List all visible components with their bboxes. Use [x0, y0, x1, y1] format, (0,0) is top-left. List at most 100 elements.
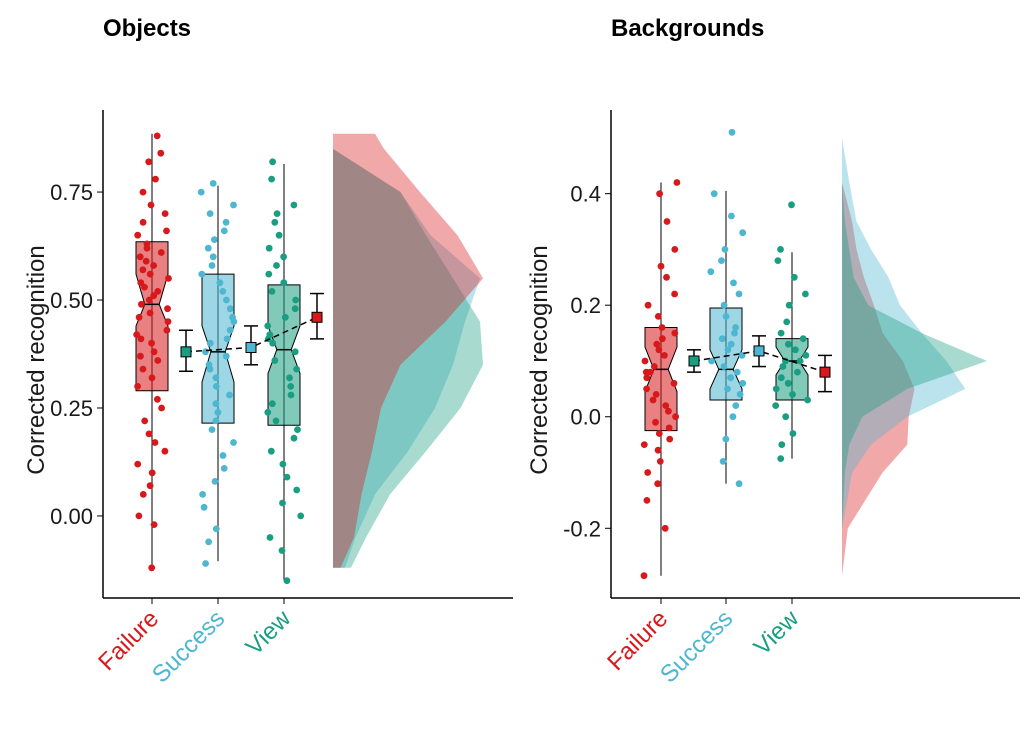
data-point	[802, 352, 810, 359]
data-point	[150, 348, 158, 356]
objects-y-axis-label: Corrected recognition	[23, 245, 50, 474]
data-point	[268, 288, 276, 295]
backgrounds-panel: Backgrounds Corrected recognition -0.2 0.…	[526, 15, 1020, 688]
box-view	[267, 163, 301, 581]
data-point	[134, 231, 142, 239]
data-point	[721, 246, 729, 253]
data-point	[724, 346, 732, 354]
data-point	[733, 368, 741, 376]
data-point	[281, 313, 289, 321]
data-point	[143, 240, 151, 248]
data-point	[269, 339, 277, 347]
data-point	[142, 257, 150, 265]
data-point	[267, 447, 275, 455]
data-point	[148, 374, 156, 382]
data-point	[198, 270, 206, 278]
data-point	[707, 268, 715, 276]
data-point	[222, 352, 230, 360]
data-point	[226, 391, 233, 399]
data-point	[732, 324, 739, 331]
data-point	[204, 244, 212, 252]
data-point	[779, 363, 787, 370]
data-point	[202, 348, 209, 356]
y-tick-label: 0.00	[50, 504, 93, 529]
points-success	[197, 180, 238, 567]
data-point	[223, 296, 230, 304]
data-point	[278, 547, 286, 554]
points-success	[707, 128, 747, 488]
density-layer	[333, 133, 483, 568]
mean-square	[311, 311, 323, 323]
data-point	[220, 227, 228, 235]
points-failure	[133, 132, 172, 572]
data-point	[139, 188, 147, 196]
data-point	[790, 273, 798, 281]
density-view	[842, 137, 987, 576]
data-point	[291, 305, 299, 313]
data-point	[772, 402, 780, 409]
data-point	[708, 357, 715, 365]
data-point	[735, 480, 743, 488]
y-tick-label: 0.2	[570, 293, 601, 318]
objects-panel: Objects Corrected recognition 0.00 0.25 0.…	[23, 15, 513, 688]
data-point	[640, 441, 648, 448]
mean-square	[688, 355, 700, 367]
data-point	[153, 132, 161, 140]
data-point	[219, 452, 227, 459]
data-point	[657, 262, 665, 270]
data-point	[163, 326, 171, 334]
y-tick-label: 0.25	[50, 396, 93, 421]
data-point	[272, 417, 280, 425]
data-point	[206, 339, 214, 347]
data-point	[265, 270, 273, 278]
mean-square	[819, 366, 831, 378]
data-point	[659, 335, 666, 343]
data-point	[643, 385, 650, 393]
data-point	[137, 352, 144, 360]
data-point	[145, 430, 153, 438]
data-point	[672, 413, 679, 421]
data-point	[785, 340, 792, 348]
data-point	[161, 210, 169, 218]
data-point	[164, 318, 172, 325]
data-point	[789, 430, 797, 437]
data-point	[290, 434, 298, 442]
data-point	[792, 346, 799, 354]
box-success	[201, 185, 235, 562]
box-body	[775, 338, 809, 401]
data-point	[137, 335, 145, 343]
data-point	[226, 326, 234, 334]
mean-markers	[179, 292, 324, 373]
data-point	[720, 301, 728, 309]
data-point	[146, 309, 154, 317]
data-point	[731, 329, 738, 337]
data-point	[264, 408, 272, 416]
data-point	[268, 175, 275, 183]
data-point	[222, 218, 230, 226]
data-point	[283, 577, 291, 585]
data-point	[783, 318, 791, 326]
data-point	[665, 407, 672, 415]
data-point	[265, 244, 273, 252]
box-body	[135, 241, 169, 392]
data-point	[230, 201, 237, 209]
data-point	[211, 236, 218, 244]
data-point	[273, 262, 280, 269]
data-point	[719, 458, 727, 465]
data-point	[214, 408, 222, 416]
mean-square	[180, 346, 192, 358]
data-point	[730, 279, 737, 287]
data-point	[661, 352, 668, 359]
data-point	[655, 430, 663, 437]
data-point	[654, 480, 662, 488]
data-point	[154, 288, 162, 295]
data-point	[654, 313, 662, 320]
data-point	[205, 538, 213, 546]
data-point	[663, 273, 670, 281]
data-point	[782, 413, 790, 421]
data-point	[777, 246, 784, 253]
data-point	[671, 290, 678, 298]
data-point	[200, 503, 208, 511]
data-point	[133, 331, 141, 338]
data-point	[292, 296, 300, 304]
